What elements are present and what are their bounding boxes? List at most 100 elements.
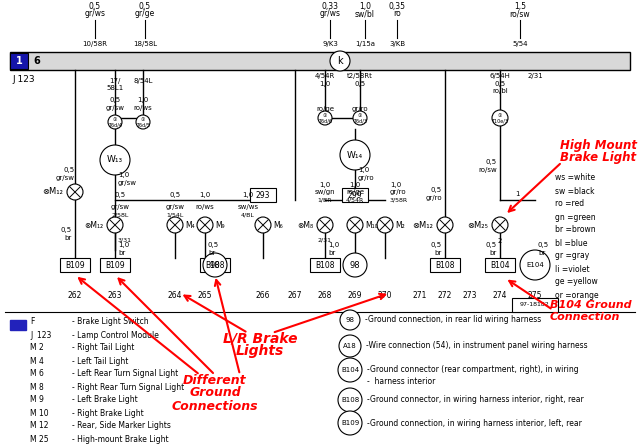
Text: or =orange: or =orange (555, 291, 598, 299)
Text: M 6: M 6 (30, 370, 44, 379)
Text: br: br (65, 235, 72, 241)
Text: 1/15a: 1/15a (355, 41, 375, 47)
Text: Different: Different (183, 374, 247, 387)
Text: 1,0: 1,0 (358, 167, 369, 173)
Bar (250, 188, 276, 202)
Text: 293: 293 (256, 190, 270, 199)
Text: 17/: 17/ (109, 78, 121, 84)
Text: t2/58Rt: t2/58Rt (347, 73, 373, 79)
Text: 0,5: 0,5 (355, 81, 365, 87)
Bar (60, 258, 90, 272)
Text: 98: 98 (346, 317, 355, 323)
Text: - Brake Light Switch: - Brake Light Switch (72, 317, 148, 326)
Text: 1,0: 1,0 (118, 172, 129, 178)
Text: ⊗M₁₂: ⊗M₁₂ (84, 220, 103, 229)
Text: 0,5: 0,5 (64, 167, 75, 173)
Text: 8/54L: 8/54L (133, 78, 153, 84)
Text: gr/ro: gr/ro (358, 175, 374, 181)
Text: M 25: M 25 (30, 434, 49, 443)
Circle shape (339, 335, 361, 357)
Text: 4/54R: 4/54R (346, 198, 364, 202)
Circle shape (492, 217, 508, 233)
Text: 10/58R: 10/58R (83, 41, 108, 47)
Text: ro/sw: ro/sw (509, 9, 531, 18)
Text: 267: 267 (288, 291, 302, 299)
Text: -Ground connector (rear compartment, right), in wiring: -Ground connector (rear compartment, rig… (367, 366, 579, 375)
Text: bl =blue: bl =blue (555, 239, 588, 248)
Text: 0,5: 0,5 (115, 192, 125, 198)
Text: 1,0: 1,0 (200, 192, 211, 198)
Text: - Right Tail Light: - Right Tail Light (72, 343, 134, 353)
Text: B108: B108 (435, 261, 455, 270)
Text: sw/ws: sw/ws (237, 204, 259, 210)
Text: M₁₀: M₁₀ (365, 220, 378, 229)
Circle shape (437, 217, 453, 233)
Text: - Left Tail Light: - Left Tail Light (72, 357, 129, 366)
Text: 0,5: 0,5 (208, 242, 219, 248)
Text: F: F (30, 317, 35, 326)
Text: 1,0: 1,0 (138, 97, 148, 103)
Text: - Left Rear Turn Signal Light: - Left Rear Turn Signal Light (72, 370, 179, 379)
Text: 0,35: 0,35 (388, 1, 406, 10)
Text: ⊗M₂₅: ⊗M₂₅ (467, 220, 488, 229)
Text: 3/31: 3/31 (118, 237, 132, 243)
Text: High Mount: High Mount (560, 139, 637, 152)
Text: W₁₄: W₁₄ (347, 151, 363, 160)
Bar (430, 258, 460, 272)
Text: - Left Brake Light: - Left Brake Light (72, 396, 138, 405)
Text: M 9: M 9 (30, 396, 44, 405)
Text: B104 Ground: B104 Ground (550, 300, 632, 310)
Text: 3/58R: 3/58R (390, 198, 408, 202)
Text: br: br (435, 250, 442, 256)
Text: 1/BR: 1/BR (317, 198, 332, 202)
Text: 1: 1 (515, 191, 519, 197)
Text: 1,0: 1,0 (319, 81, 331, 87)
Text: 274: 274 (493, 291, 508, 299)
Text: J 123: J 123 (12, 76, 35, 84)
Text: 6/54H: 6/54H (490, 73, 511, 79)
Circle shape (197, 217, 213, 233)
Text: 264: 264 (168, 291, 182, 299)
Text: -Ground connection, in rear lid wiring harness: -Ground connection, in rear lid wiring h… (365, 316, 541, 325)
Text: M 4: M 4 (30, 357, 44, 366)
Text: 1,5: 1,5 (514, 1, 526, 10)
Text: gr =gray: gr =gray (555, 252, 589, 261)
Circle shape (343, 253, 367, 277)
Text: M₂: M₂ (395, 220, 404, 229)
Text: br: br (208, 250, 215, 256)
Text: 5/54: 5/54 (512, 41, 528, 47)
Text: M₆: M₆ (273, 220, 283, 229)
Text: gr/sw: gr/sw (118, 180, 137, 186)
Text: sw =black: sw =black (555, 186, 595, 195)
Text: 9/K3: 9/K3 (322, 41, 338, 47)
Text: Connection: Connection (550, 312, 620, 322)
Text: 269: 269 (348, 291, 362, 299)
Text: M 12: M 12 (30, 422, 49, 430)
Circle shape (338, 388, 362, 412)
Text: ro/ws: ro/ws (134, 105, 152, 111)
Text: B104: B104 (341, 367, 359, 373)
Text: 0,5: 0,5 (538, 242, 549, 248)
Text: 271: 271 (413, 291, 427, 299)
Text: B108: B108 (341, 397, 359, 403)
Text: k: k (337, 56, 343, 66)
Text: 268: 268 (318, 291, 332, 299)
Text: 262: 262 (68, 291, 82, 299)
Text: - Lamp Control Module: - Lamp Control Module (72, 330, 159, 340)
Text: 1,0: 1,0 (328, 242, 339, 248)
Text: -Ground connector, in wiring harness interior, right, rear: -Ground connector, in wiring harness int… (367, 396, 584, 405)
Text: M 8: M 8 (30, 383, 44, 392)
Text: - Right Rear Turn Signal Light: - Right Rear Turn Signal Light (72, 383, 184, 392)
Text: 4/54R: 4/54R (315, 73, 335, 79)
Circle shape (340, 140, 370, 170)
Text: 0,5: 0,5 (109, 97, 120, 103)
Text: gr/sw: gr/sw (106, 105, 125, 111)
Text: L/R Brake: L/R Brake (223, 331, 297, 345)
Circle shape (136, 115, 150, 129)
Text: 1,0: 1,0 (118, 242, 129, 248)
Text: 266: 266 (256, 291, 270, 299)
Text: 299: 299 (348, 190, 362, 199)
Text: 0,5: 0,5 (431, 187, 442, 193)
Text: Lights: Lights (236, 344, 284, 358)
Text: B109: B109 (105, 261, 125, 270)
